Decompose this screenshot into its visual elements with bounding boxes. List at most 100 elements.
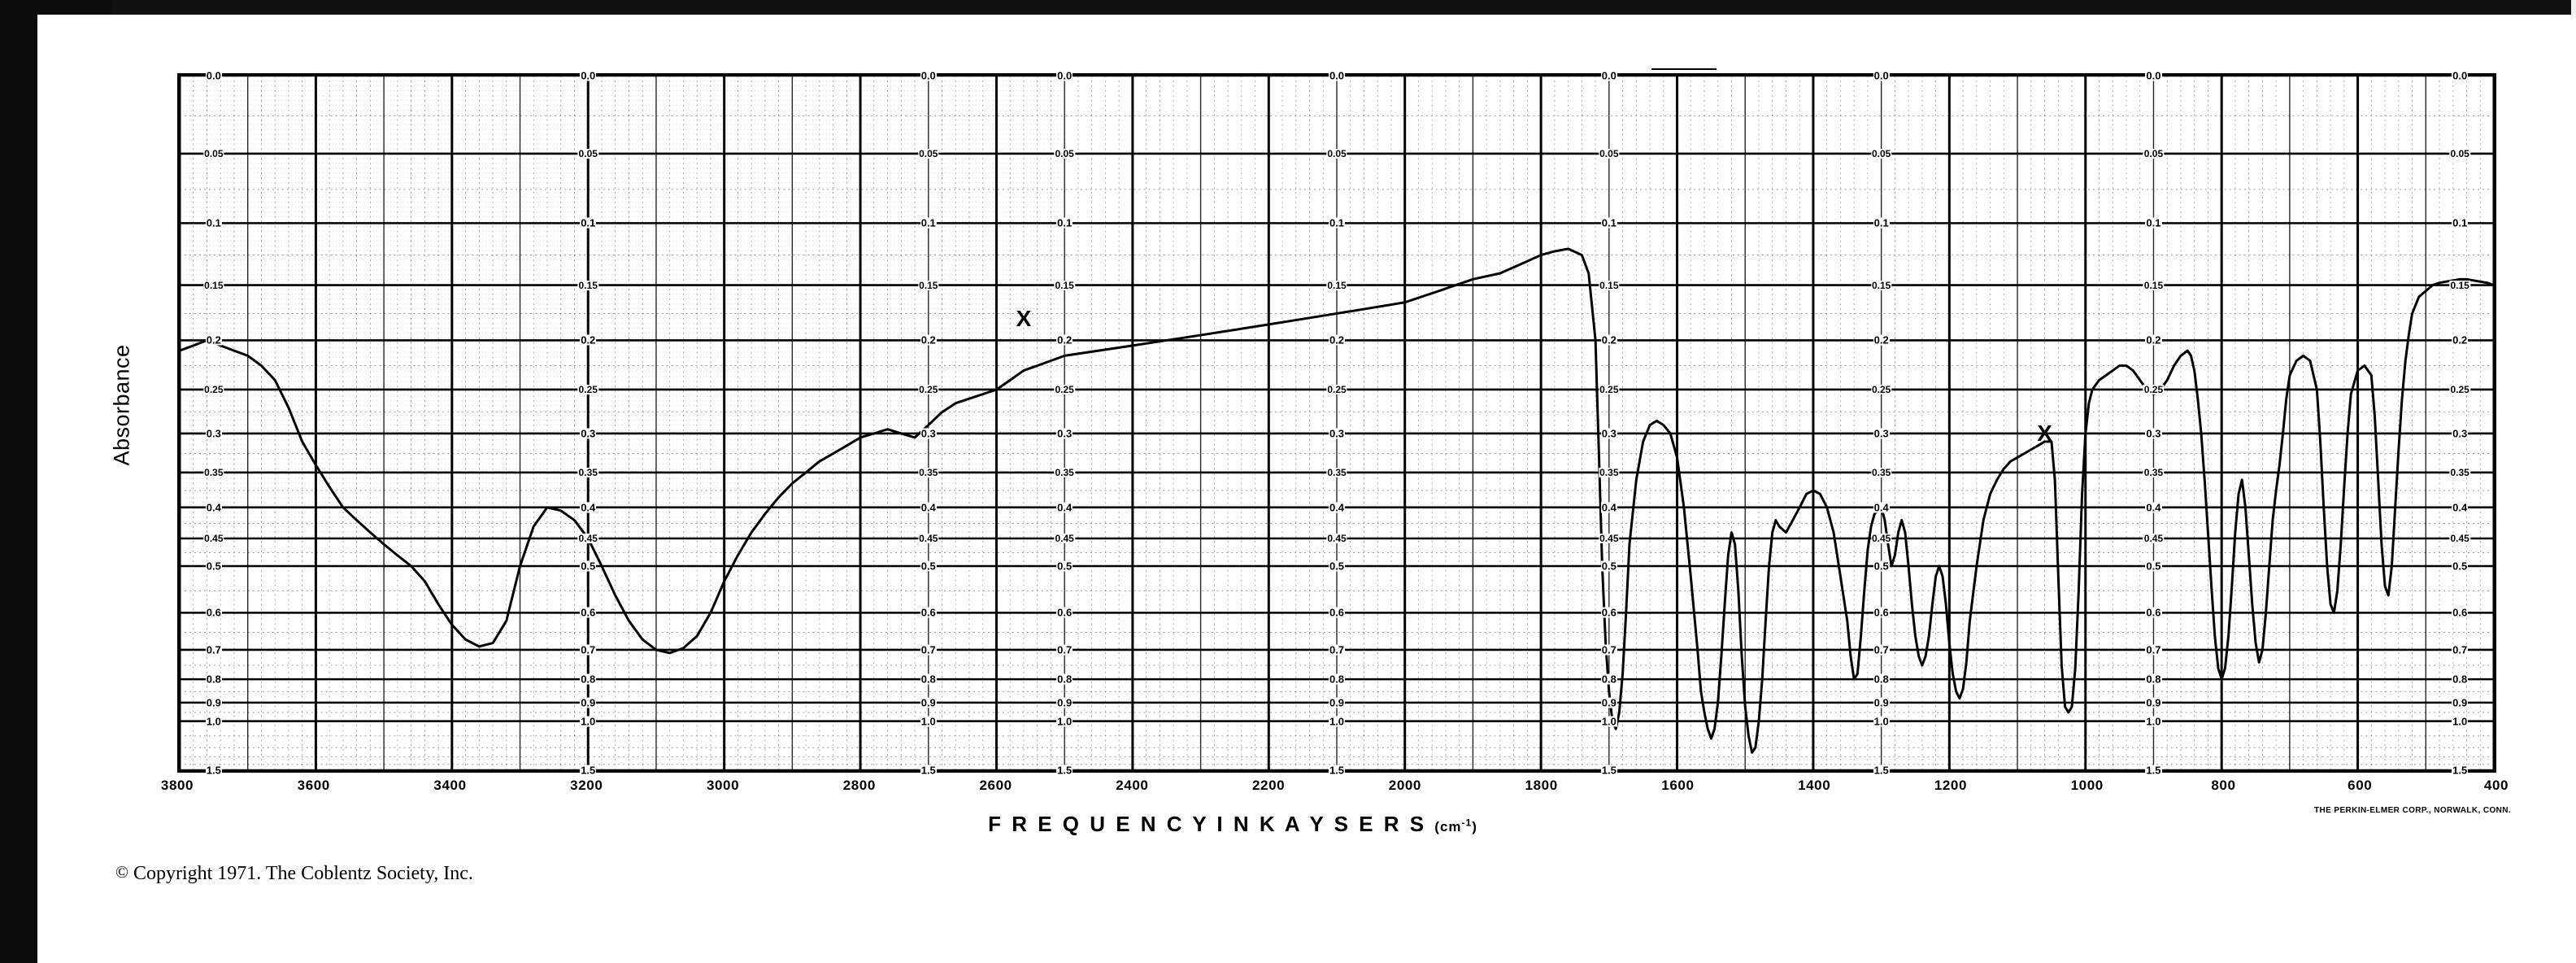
absorbance-tick-label: 0.3 [1328,427,1346,440]
absorbance-tick-label: 0.45 [1054,532,1075,544]
absorbance-tick-label: 0.1 [1056,216,1073,229]
x-axis-tick-label: 3200 [570,778,603,793]
x-axis-tick-label: 1600 [1661,778,1695,793]
spectrum-x-marker: X [1016,306,1032,332]
absorbance-tick-label: 0.3 [1056,427,1073,440]
x-axis-tick-label: 2200 [1252,778,1286,793]
x-axis-unit-open: (cm [1434,819,1462,834]
absorbance-tick-label: 0.3 [1600,427,1617,440]
absorbance-tick-label: 0.2 [205,333,222,346]
absorbance-tick-label: 0.9 [205,696,222,709]
absorbance-tick-label: 0.2 [2452,333,2469,346]
absorbance-tick-label: 0.1 [580,216,597,229]
x-axis-tick-label: 400 [2483,778,2509,793]
copyright-symbol: © [115,862,128,882]
absorbance-tick-label: 0.35 [1870,466,1892,478]
x-axis-tick-label: 2600 [979,778,1012,793]
absorbance-tick-label: 0.05 [1054,147,1075,159]
absorbance-tick-label: 0.6 [2145,606,2162,619]
absorbance-tick-label: 0.0 [1873,69,1890,82]
absorbance-tick-label: 0.4 [580,501,597,514]
absorbance-tick-label: 0.45 [1326,532,1347,544]
absorbance-tick-label: 0.05 [1870,147,1892,159]
absorbance-tick-label: 0.15 [577,279,598,291]
absorbance-tick-label: 1.0 [2452,715,2469,728]
absorbance-tick-label: 0.9 [1328,696,1346,709]
absorbance-tick-label: 0.7 [2452,643,2469,656]
x-axis-tick-label: 2000 [1388,778,1421,793]
x-axis-unit-exponent: -1 [1461,817,1473,829]
absorbance-tick-label: 0.9 [920,696,937,709]
copyright-text: Copyright 1971. The Coblentz Society, In… [133,863,473,884]
absorbance-tick-label: 0.6 [205,606,222,619]
absorbance-tick-label: 0.5 [2452,560,2469,573]
absorbance-tick-label: 0.1 [2452,216,2469,229]
absorbance-tick-label: 0.5 [920,560,937,573]
absorbance-tick-label: 1.5 [580,764,597,777]
absorbance-scale-numbers: 0.0 0.05 0.1 0.15 0.2 0.25 0.3 0.35 0.4 0.45 0.5 0.… [180,70,2494,776]
absorbance-tick-label: 1.5 [920,764,937,777]
absorbance-tick-label: 0.8 [2452,673,2469,686]
absorbance-tick-label: 1.0 [580,715,597,728]
absorbance-tick-label: 0.0 [2145,69,2162,82]
absorbance-tick-label: 0.35 [2143,466,2165,478]
absorbance-tick-label: 1.5 [1873,764,1890,777]
absorbance-tick-label: 0.45 [2449,532,2470,544]
absorbance-tick-label: 0.0 [1328,69,1346,82]
absorbance-tick-label: 0.35 [918,466,939,478]
absorbance-tick-label: 0.4 [1873,501,1890,514]
x-axis-title-text: F R E Q U E N C Y I N K A Y S E R S [988,812,1427,836]
manufacturer-credit: THE PERKIN-ELMER CORP., NORWALK, CONN. [2314,806,2512,815]
absorbance-tick-label: 0.15 [2449,279,2470,291]
absorbance-tick-label: 0.8 [920,673,937,686]
absorbance-tick-label: 0.1 [920,216,937,229]
absorbance-tick-label: 0.6 [1328,606,1346,619]
absorbance-tick-label: 0.7 [1328,643,1346,656]
absorbance-tick-label: 0.2 [580,333,597,346]
absorbance-tick-label: 0.9 [1056,696,1073,709]
x-axis-unit: (cm-1) [1434,817,1477,834]
absorbance-tick-label: 0.25 [918,383,939,395]
spectrum-x-marker: X [2037,420,2052,446]
absorbance-tick-label: 0.15 [1326,279,1347,291]
copyright-line: © Copyright 1971. The Coblentz Society, … [115,862,473,885]
absorbance-tick-label: 0.05 [1599,147,1620,159]
x-axis-tick-label: 3800 [160,778,194,793]
absorbance-tick-label: 0.4 [920,501,937,514]
absorbance-curve [180,76,2494,770]
absorbance-tick-label: 0.0 [920,69,937,82]
absorbance-tick-label: 0.8 [1873,673,1890,686]
absorbance-tick-label: 0.8 [1056,673,1073,686]
x-axis-tick-label: 2800 [842,778,876,793]
absorbance-tick-label: 0.6 [920,606,937,619]
x-axis-tick-label: 3600 [297,778,330,793]
absorbance-tick-label: 0.35 [1054,466,1075,478]
absorbance-tick-label: 0.25 [2143,383,2165,395]
absorbance-tick-label: 0.25 [1599,383,1620,395]
absorbance-tick-label: 1.0 [1873,715,1890,728]
absorbance-tick-label: 0.7 [1600,643,1617,656]
absorbance-tick-label: 0.5 [1328,560,1346,573]
absorbance-tick-label: 0.3 [580,427,597,440]
absorbance-tick-label: 0.15 [2143,279,2165,291]
absorbance-tick-label: 1.5 [2452,764,2469,777]
absorbance-tick-label: 0.25 [2449,383,2470,395]
absorbance-tick-label: 0.25 [1870,383,1892,395]
absorbance-tick-label: 0.5 [2145,560,2162,573]
absorbance-tick-label: 1.5 [1328,764,1346,777]
absorbance-tick-label: 0.3 [2452,427,2469,440]
absorbance-tick-label: 0.35 [1599,466,1620,478]
absorbance-tick-label: 0.3 [920,427,937,440]
absorbance-tick-label: 0.9 [1873,696,1890,709]
absorbance-tick-label: 0.5 [1600,560,1617,573]
absorbance-tick-label: 0.6 [2452,606,2469,619]
absorbance-tick-label: 0.1 [1873,216,1890,229]
absorbance-tick-label: 0.6 [580,606,597,619]
absorbance-tick-label: 0.5 [205,560,222,573]
absorbance-tick-label: 0.15 [203,279,224,291]
absorbance-tick-label: 0.05 [1326,147,1347,159]
absorbance-tick-label: 0.35 [1326,466,1347,478]
absorbance-tick-label: 0.25 [203,383,224,395]
x-axis-title: F R E Q U E N C Y I N K A Y S E R S (cm-… [988,812,1477,837]
absorbance-tick-label: 0.2 [2145,333,2162,346]
